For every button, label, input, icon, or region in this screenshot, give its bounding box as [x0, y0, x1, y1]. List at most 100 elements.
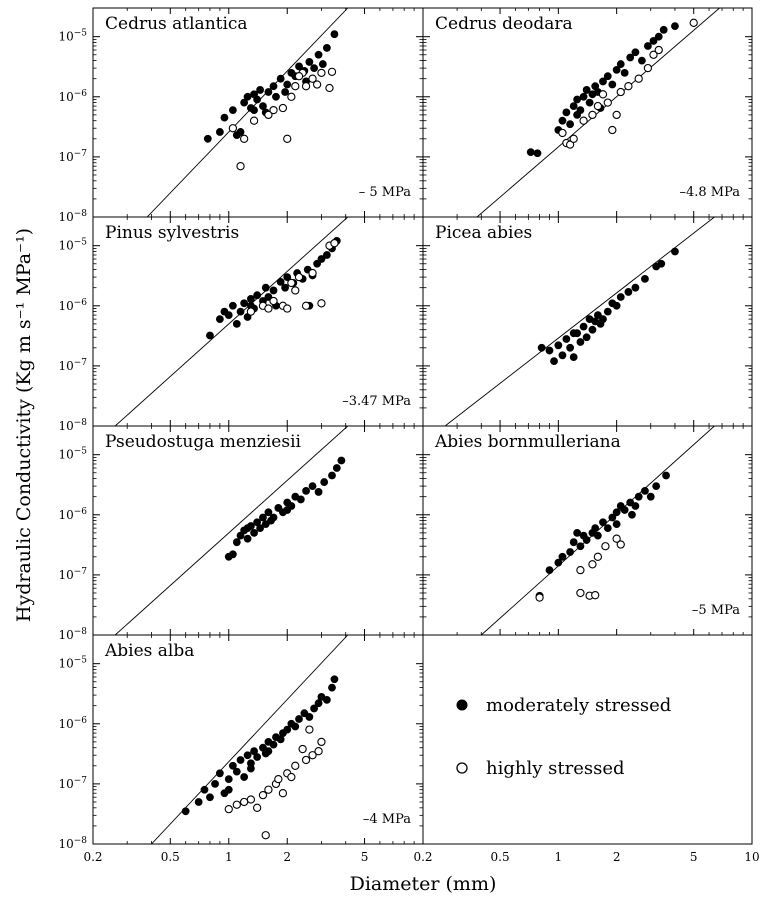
- open-point: [608, 125, 617, 135]
- open-point: [330, 239, 339, 248]
- filled-point: [215, 769, 224, 778]
- open-point: [261, 831, 270, 840]
- filled-point: [631, 502, 640, 510]
- filled-point: [671, 247, 679, 256]
- filled-point: [256, 86, 265, 94]
- filled-point: [562, 335, 571, 343]
- y-tick-label: 10−8: [58, 209, 87, 224]
- filled-point: [566, 548, 575, 556]
- filled-point: [317, 255, 326, 263]
- open-point: [649, 50, 658, 59]
- open-point: [283, 134, 292, 143]
- open-point: [308, 74, 317, 83]
- open-point: [232, 800, 241, 809]
- open-point: [301, 755, 311, 765]
- panel-cedrus-deodara: Cedrus deodara –4.8 MPa: [422, 8, 753, 218]
- filled-point: [211, 779, 219, 788]
- open-point: [593, 552, 603, 561]
- filled-point: [328, 471, 336, 480]
- open-point: [291, 286, 300, 295]
- filled-point: [576, 338, 585, 346]
- open-point: [654, 45, 663, 55]
- filled-point: [267, 516, 275, 525]
- y-tick-label: 10−6: [58, 298, 87, 313]
- open-point: [283, 304, 292, 313]
- filled-point: [232, 538, 241, 547]
- filled-point: [236, 128, 245, 136]
- filled-point: [591, 524, 600, 533]
- open-point: [298, 744, 307, 754]
- filled-point: [314, 50, 323, 59]
- filled-point: [562, 108, 571, 117]
- filled-point: [310, 64, 318, 73]
- x-tick-label: 1: [555, 850, 563, 864]
- open-point: [565, 140, 575, 149]
- filled-point: [256, 524, 265, 533]
- filled-point: [318, 60, 327, 68]
- y-tick-label: 10−8: [58, 418, 87, 433]
- filled-point: [612, 508, 621, 517]
- open-point: [308, 268, 317, 278]
- open-point: [616, 540, 625, 549]
- open-point: [264, 110, 273, 120]
- open-point: [305, 725, 314, 734]
- filled-point: [322, 695, 331, 704]
- filled-point: [291, 722, 300, 731]
- filled-point: [228, 106, 237, 115]
- open-point: [287, 92, 296, 101]
- open-point: [287, 772, 296, 782]
- filled-point: [579, 322, 588, 331]
- series-highly-stressed: [224, 725, 326, 840]
- legend: moderately stressed highly stressed: [456, 695, 671, 779]
- legend-label-moderate: moderately stressed: [486, 695, 671, 716]
- filled-point: [337, 456, 346, 465]
- open-point: [634, 74, 643, 83]
- filled-point: [641, 275, 649, 283]
- filled-point: [620, 506, 629, 514]
- y-tick-label: 10−6: [58, 507, 87, 522]
- filled-point: [662, 471, 670, 480]
- filled-point: [616, 293, 625, 301]
- open-point: [603, 98, 612, 107]
- open-point: [535, 593, 544, 602]
- series-moderately-stressed: [526, 22, 679, 158]
- filled-point: [269, 286, 278, 295]
- filled-point: [261, 283, 270, 292]
- filled-point: [194, 798, 203, 806]
- filled-point: [283, 506, 292, 514]
- open-point: [278, 103, 288, 113]
- panel-title: Pseudostuga menziesii: [105, 432, 302, 452]
- filled-point: [603, 72, 612, 81]
- y-tick-label: 10−6: [58, 716, 87, 731]
- filled-point: [593, 531, 602, 540]
- open-point: [317, 68, 326, 78]
- filled-point: [228, 550, 237, 559]
- filled-point: [576, 542, 585, 551]
- filled-point: [283, 725, 292, 734]
- filled-point: [246, 764, 255, 773]
- filled-point: [624, 288, 633, 296]
- open-point: [264, 304, 273, 313]
- open-point: [258, 790, 268, 800]
- filled-point: [264, 88, 273, 96]
- open-point: [558, 128, 567, 138]
- open-point: [588, 110, 597, 120]
- filled-point: [296, 495, 305, 504]
- filled-point: [276, 735, 285, 744]
- filled-point: [276, 74, 285, 83]
- panels-layer: 10−8 10−7 10−6 10−5 Cedrus atlantica – 5 MPa C…: [58, 7, 760, 864]
- open-point: [569, 134, 578, 143]
- filled-point: [250, 528, 258, 537]
- fit-line: [444, 217, 715, 426]
- filled-point: [232, 767, 241, 776]
- open-point: [246, 795, 256, 804]
- filled-point: [330, 30, 339, 39]
- filled-point: [203, 134, 212, 143]
- open-point: [624, 82, 633, 91]
- pressure-label: –4.8 MPa: [679, 185, 740, 200]
- panel-title: Abies alba: [104, 641, 194, 661]
- filled-point: [295, 715, 303, 723]
- pressure-label: –3.47 MPa: [342, 394, 411, 409]
- open-point: [278, 789, 288, 798]
- open-point: [239, 797, 249, 807]
